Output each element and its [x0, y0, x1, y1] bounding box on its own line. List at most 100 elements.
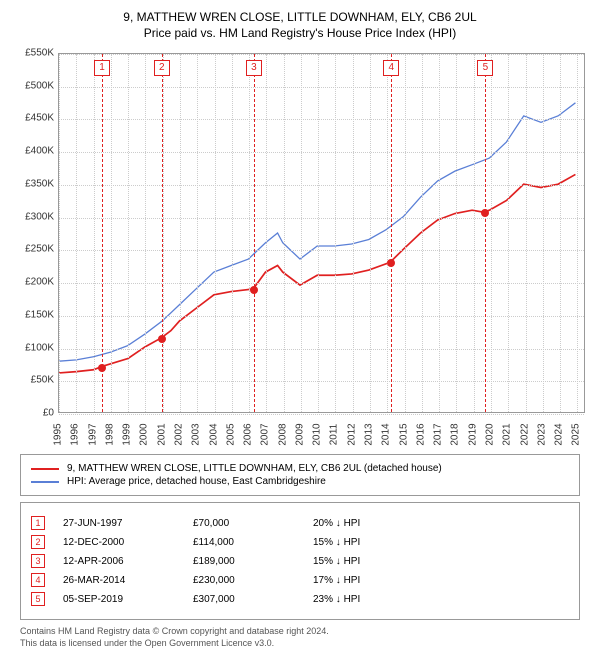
table-date: 12-APR-2006	[63, 556, 193, 567]
table-price: £114,000	[193, 537, 313, 548]
sale-marker-line	[254, 54, 255, 412]
grid-line-v	[439, 54, 440, 412]
x-axis-label: 2003	[191, 423, 202, 445]
y-axis-label: £100K	[10, 342, 54, 353]
grid-line-v	[197, 54, 198, 412]
grid-line-h	[59, 54, 584, 55]
table-date: 05-SEP-2019	[63, 594, 193, 605]
table-price: £307,000	[193, 594, 313, 605]
x-axis-label: 2019	[467, 423, 478, 445]
y-axis-label: £50K	[10, 375, 54, 386]
grid-line-v	[560, 54, 561, 412]
x-axis-label: 2015	[398, 423, 409, 445]
legend-row-hpi: HPI: Average price, detached house, East…	[31, 476, 569, 487]
x-axis-label: 2024	[554, 423, 565, 445]
grid-line-v	[284, 54, 285, 412]
table-row: 2 12-DEC-2000£114,00015% ↓ HPI	[31, 535, 569, 549]
grid-line-h	[59, 87, 584, 88]
grid-line-v	[301, 54, 302, 412]
x-axis-label: 2007	[260, 423, 271, 445]
grid-line-v	[543, 54, 544, 412]
table-marker-box: 4	[31, 573, 45, 587]
grid-line-v	[335, 54, 336, 412]
x-axis-label: 2008	[277, 423, 288, 445]
grid-line-h	[59, 152, 584, 153]
legend: 9, MATTHEW WREN CLOSE, LITTLE DOWNHAM, E…	[20, 454, 580, 496]
table-diff: 23% ↓ HPI	[313, 594, 443, 605]
grid-line-v	[266, 54, 267, 412]
grid-line-h	[59, 349, 584, 350]
table-marker-box: 3	[31, 554, 45, 568]
y-axis-label: £400K	[10, 146, 54, 157]
grid-line-v	[76, 54, 77, 412]
y-axis-label: £300K	[10, 211, 54, 222]
grid-line-h	[59, 185, 584, 186]
table-marker-box: 1	[31, 516, 45, 530]
x-axis-label: 2025	[571, 423, 582, 445]
sale-marker-box: 1	[94, 60, 110, 76]
legend-swatch-hpi	[31, 481, 59, 483]
sales-table: 127-JUN-1997£70,00020% ↓ HPI212-DEC-2000…	[20, 502, 580, 620]
grid-line-v	[526, 54, 527, 412]
chart-subtitle: Price paid vs. HM Land Registry's House …	[8, 26, 592, 40]
table-price: £189,000	[193, 556, 313, 567]
y-axis-label: £0	[10, 408, 54, 419]
sale-point-dot	[158, 335, 166, 343]
table-price: £70,000	[193, 518, 313, 529]
chart-lines	[59, 54, 584, 412]
x-axis-label: 2014	[381, 423, 392, 445]
x-axis-label: 2011	[329, 424, 340, 446]
grid-line-h	[59, 250, 584, 251]
legend-swatch-property	[31, 468, 59, 470]
grid-line-v	[94, 54, 95, 412]
legend-row-property: 9, MATTHEW WREN CLOSE, LITTLE DOWNHAM, E…	[31, 463, 569, 474]
x-axis-label: 2000	[139, 423, 150, 445]
table-row: 312-APR-2006£189,00015% ↓ HPI	[31, 554, 569, 568]
x-axis-label: 2013	[364, 423, 375, 445]
grid-line-v	[508, 54, 509, 412]
table-date: 12-DEC-2000	[63, 537, 193, 548]
table-diff: 20% ↓ HPI	[313, 518, 443, 529]
x-axis-label: 2021	[502, 423, 513, 445]
x-axis-label: 1996	[70, 423, 81, 445]
y-axis-label: £450K	[10, 113, 54, 124]
table-diff: 15% ↓ HPI	[313, 537, 443, 548]
x-axis-label: 2002	[173, 423, 184, 445]
x-axis-label: 1998	[104, 423, 115, 445]
x-axis-label: 1997	[87, 423, 98, 445]
table-date: 26-MAR-2014	[63, 575, 193, 586]
table-marker-box: 2	[31, 535, 45, 549]
grid-line-h	[59, 283, 584, 284]
sale-marker-line	[102, 54, 103, 412]
grid-line-v	[128, 54, 129, 412]
x-axis-label: 2023	[536, 423, 547, 445]
grid-line-v	[180, 54, 181, 412]
x-axis-label: 2001	[156, 423, 167, 445]
sale-marker-line	[162, 54, 163, 412]
grid-line-h	[59, 381, 584, 382]
grid-line-v	[577, 54, 578, 412]
grid-line-h	[59, 218, 584, 219]
sale-marker-box: 3	[246, 60, 262, 76]
sale-marker-box: 4	[383, 60, 399, 76]
y-axis-label: £550K	[10, 48, 54, 59]
table-row: 505-SEP-2019£307,00023% ↓ HPI	[31, 592, 569, 606]
grid-line-h	[59, 119, 584, 120]
grid-line-v	[163, 54, 164, 412]
x-axis-label: 2020	[484, 423, 495, 445]
sale-point-dot	[250, 286, 258, 294]
table-row: 426-MAR-2014£230,00017% ↓ HPI	[31, 573, 569, 587]
plot-area: 1 2 3 4 5	[58, 53, 585, 413]
x-axis-label: 1995	[53, 423, 64, 445]
grid-line-v	[353, 54, 354, 412]
y-axis-label: £500K	[10, 80, 54, 91]
grid-line-v	[474, 54, 475, 412]
y-axis-label: £200K	[10, 277, 54, 288]
x-axis-label: 2012	[346, 423, 357, 445]
grid-line-v	[249, 54, 250, 412]
x-axis-label: 2018	[450, 423, 461, 445]
x-axis-label: 2005	[225, 423, 236, 445]
sale-marker-box: 5	[477, 60, 493, 76]
sale-marker-box: 2	[154, 60, 170, 76]
grid-line-h	[59, 316, 584, 317]
